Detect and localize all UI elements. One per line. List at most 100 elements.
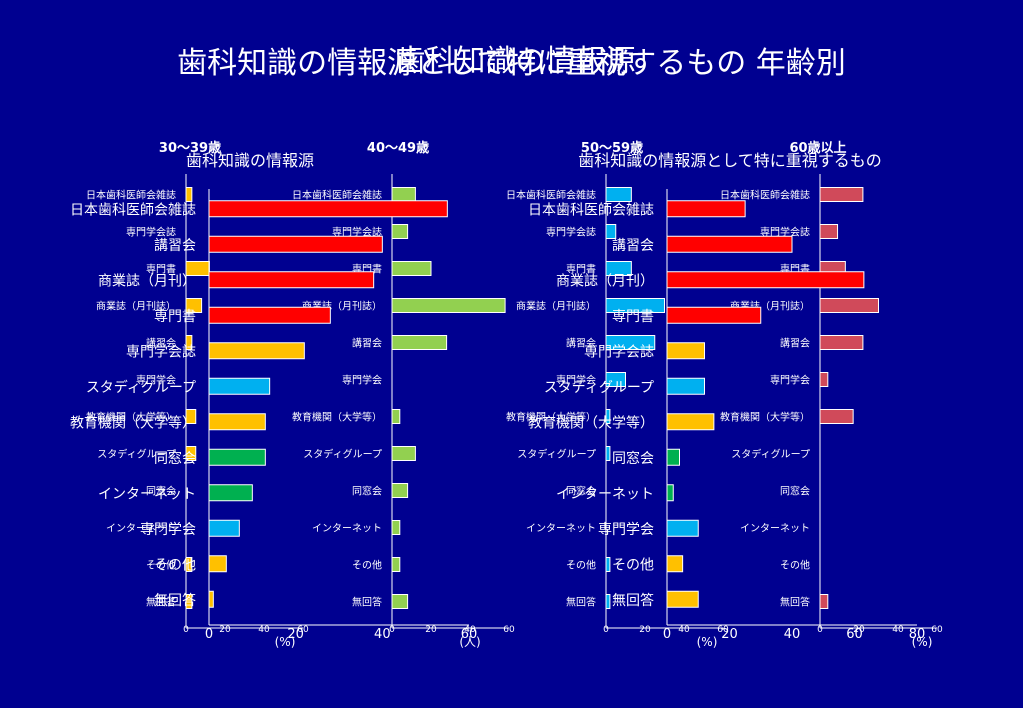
bar: [605, 298, 665, 313]
bar: [605, 335, 656, 350]
category-label: 無回答: [146, 596, 176, 609]
category-label: 専門学会: [140, 522, 196, 538]
bar: [208, 413, 266, 431]
category-label: 講習会: [146, 337, 176, 350]
category-label: 商業誌（月刊）: [556, 273, 654, 289]
page-title: 歯科知識の情報源として特に重視するもの 年齢別: [177, 46, 846, 81]
bar: [666, 342, 705, 360]
x-tick-label: 20: [853, 625, 865, 635]
category-label: 日本歯科医師会雑誌: [506, 189, 596, 202]
bar: [185, 187, 193, 202]
x-tick-label: 60: [297, 625, 309, 635]
category-label: 日本歯科医師会雑誌: [720, 189, 810, 202]
category-label: 講習会: [566, 337, 596, 350]
category-label: 同窓会: [780, 485, 810, 498]
category-label: 専門学会誌: [760, 226, 810, 239]
category-label: スタディグループ: [517, 448, 596, 461]
bar: [391, 335, 448, 350]
x-tick-label: 0: [603, 625, 609, 635]
category-label: 商業誌（月刊誌）: [516, 300, 596, 313]
bar: [208, 484, 253, 502]
bar: [819, 372, 829, 387]
bar: [666, 448, 680, 466]
category-label: インターネット: [556, 486, 654, 502]
bar: [208, 448, 266, 466]
bar: [605, 224, 617, 239]
panel-title: 歯科知識の情報源: [186, 151, 314, 170]
category-label: 専門学会誌: [126, 226, 176, 239]
category-label: 専門学会: [598, 522, 654, 538]
overlay-title: 歯科知識の情報源: [395, 44, 636, 79]
category-label: 専門学会: [136, 374, 176, 387]
bar: [666, 377, 705, 395]
x-axis-label: (%): [275, 635, 296, 649]
x-tick-label: 80: [909, 627, 926, 642]
category-label: 専門書: [612, 309, 654, 325]
category-label: 教育機関（大学等）: [506, 411, 596, 424]
bar: [391, 187, 416, 202]
category-label: 日本歯科医師会雑誌: [292, 189, 382, 202]
category-label: 専門学会誌: [332, 226, 382, 239]
category-label: 専門学会: [770, 374, 810, 387]
category-label: 同窓会: [612, 450, 654, 467]
category-label: その他: [154, 557, 196, 573]
category-label: インターネット: [740, 523, 810, 535]
category-label: 無回答: [780, 596, 810, 609]
bar: [391, 298, 506, 313]
x-tick-label: 60: [461, 627, 478, 642]
category-label: スタディグループ: [303, 448, 382, 461]
x-tick-label: 60: [503, 625, 515, 635]
panel-title: 40～49歳: [367, 140, 429, 156]
category-label: 教育機関（大学等）: [720, 411, 810, 424]
bar: [819, 298, 879, 313]
bar: [208, 377, 271, 395]
bar: [185, 298, 203, 313]
x-axis-label: (%): [697, 635, 718, 649]
x-axis-label: (人): [459, 635, 480, 649]
bar: [605, 557, 611, 572]
x-axis-label: (%): [912, 635, 933, 649]
x-tick-label: 20: [721, 627, 738, 642]
bar: [605, 187, 632, 202]
x-tick-label: 20: [219, 625, 231, 635]
category-label: スタディグループ: [731, 448, 810, 461]
category-label: 講習会: [780, 337, 810, 350]
category-label: 教育機関（大学等）: [86, 411, 176, 424]
bar: [208, 200, 448, 218]
bar: [666, 590, 699, 608]
bar: [666, 306, 762, 324]
category-label: 教育機関（大学等）: [528, 414, 654, 431]
category-label: 講習会: [154, 238, 196, 254]
category-label: インターネット: [106, 523, 176, 535]
bar: [185, 409, 197, 424]
bar: [666, 200, 746, 218]
category-label: 専門書: [566, 263, 596, 276]
bar: [391, 224, 409, 239]
category-label: その他: [780, 559, 810, 572]
bar: [819, 335, 864, 350]
bar: [666, 413, 715, 431]
category-label: 同窓会: [146, 485, 176, 498]
bar: [391, 483, 409, 498]
bar: [666, 519, 699, 537]
category-label: その他: [566, 559, 596, 572]
bar: [208, 306, 331, 324]
bar: [391, 261, 432, 276]
panel-title: 30～39歳: [159, 140, 221, 156]
x-tick-label: 40: [258, 625, 270, 635]
category-label: 商業誌（月刊）: [98, 273, 196, 289]
bar: [605, 261, 632, 276]
x-tick-label: 40: [784, 627, 801, 642]
bar: [391, 520, 401, 535]
category-label: 商業誌（月刊誌）: [96, 300, 176, 313]
category-label: その他: [146, 559, 176, 572]
panel-title: 50～59歳: [581, 140, 643, 156]
bar: [208, 235, 383, 253]
bar: [605, 446, 611, 461]
bar: [605, 372, 626, 387]
x-tick-label: 0: [817, 625, 823, 635]
category-label: 専門学会: [342, 374, 382, 387]
bar: [208, 342, 305, 360]
bar: [666, 271, 865, 289]
x-tick-label: 0: [663, 627, 671, 642]
